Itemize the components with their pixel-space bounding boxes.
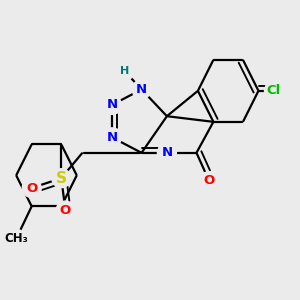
Text: S: S xyxy=(56,171,67,186)
Circle shape xyxy=(132,80,151,99)
Text: N: N xyxy=(161,146,172,159)
Circle shape xyxy=(158,143,176,162)
Circle shape xyxy=(7,229,26,248)
Circle shape xyxy=(52,169,71,188)
Circle shape xyxy=(103,95,122,114)
Text: N: N xyxy=(106,98,118,111)
Circle shape xyxy=(56,201,75,220)
Text: Cl: Cl xyxy=(267,84,281,97)
Text: CH₃: CH₃ xyxy=(4,232,28,245)
Text: N: N xyxy=(136,83,147,96)
Text: O: O xyxy=(203,175,215,188)
Circle shape xyxy=(115,62,134,81)
Circle shape xyxy=(22,178,41,197)
Text: O: O xyxy=(26,182,37,194)
Text: H: H xyxy=(120,66,129,76)
Circle shape xyxy=(200,172,219,190)
Text: O: O xyxy=(60,204,71,217)
Circle shape xyxy=(103,128,122,147)
Circle shape xyxy=(265,81,284,100)
Text: N: N xyxy=(106,131,118,144)
